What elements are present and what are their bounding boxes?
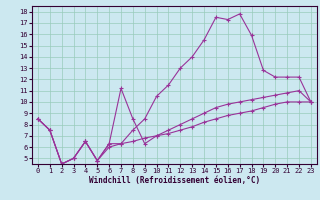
X-axis label: Windchill (Refroidissement éolien,°C): Windchill (Refroidissement éolien,°C): [89, 176, 260, 185]
